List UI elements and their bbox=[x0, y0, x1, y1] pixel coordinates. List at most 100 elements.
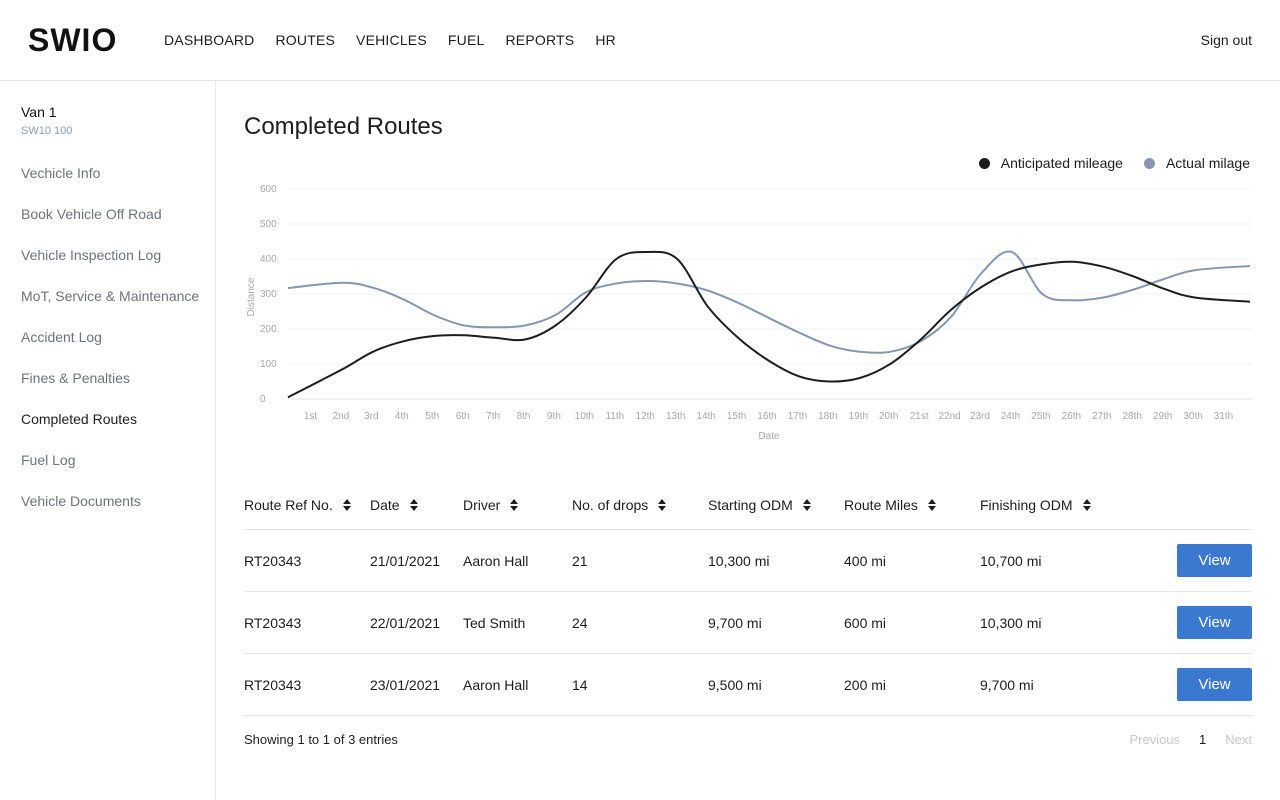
x-tick-label: 3rd bbox=[364, 411, 378, 422]
cell-route-miles: 600 mi bbox=[844, 615, 887, 631]
column-header-label: Route Miles bbox=[844, 497, 918, 513]
x-tick-label: 10th bbox=[575, 411, 594, 422]
view-button[interactable]: View bbox=[1177, 668, 1252, 701]
x-tick-label: 2nd bbox=[333, 411, 350, 422]
previous-page-button[interactable]: Previous bbox=[1129, 732, 1181, 747]
vehicle-registration: SW10 100 bbox=[21, 125, 73, 137]
cell-date: 21/01/2021 bbox=[370, 553, 441, 569]
logo[interactable]: SWIO bbox=[28, 22, 118, 58]
series-line-actual bbox=[287, 250, 1251, 354]
column-header-label: Date bbox=[370, 497, 400, 513]
x-tick-label: 19th bbox=[849, 411, 868, 422]
sort-icon[interactable] bbox=[927, 498, 936, 512]
column-header[interactable]: Route Ref No. bbox=[244, 496, 351, 514]
column-header[interactable]: Driver bbox=[463, 496, 519, 514]
x-tick-label: 21st bbox=[910, 411, 929, 422]
column-header[interactable]: Starting ODM bbox=[708, 496, 811, 514]
nav-routes[interactable]: ROUTES bbox=[275, 32, 336, 48]
x-tick-label: 5th bbox=[425, 411, 439, 422]
x-tick-label: 9th bbox=[547, 411, 561, 422]
row-divider bbox=[244, 529, 1252, 530]
next-page-button[interactable]: Next bbox=[1225, 732, 1252, 747]
sort-icon[interactable] bbox=[409, 498, 418, 512]
sort-icon[interactable] bbox=[342, 498, 351, 512]
y-tick-label: 500 bbox=[260, 219, 277, 230]
series-line-anticipated bbox=[287, 250, 1251, 399]
sidebar-item-accident-log[interactable]: Accident Log bbox=[21, 329, 102, 345]
row-divider bbox=[244, 715, 1252, 716]
cell-route-ref: RT20343 bbox=[244, 615, 302, 631]
cell-starting-odm: 9,700 mi bbox=[708, 615, 762, 631]
x-tick-label: 20th bbox=[879, 411, 898, 422]
x-tick-label: 6th bbox=[456, 411, 470, 422]
cell-starting-odm: 10,300 mi bbox=[708, 553, 770, 569]
sidebar-item-book-vehicle-off-road[interactable]: Book Vehicle Off Road bbox=[21, 206, 162, 222]
x-tick-label: 28th bbox=[1122, 411, 1141, 422]
column-header-label: No. of drops bbox=[572, 497, 649, 513]
column-header-label: Route Ref No. bbox=[244, 497, 333, 513]
pagination: Previous 1 Next bbox=[1129, 732, 1252, 748]
row-divider bbox=[244, 653, 1252, 654]
column-header[interactable]: No. of drops bbox=[572, 496, 667, 514]
cell-date: 23/01/2021 bbox=[370, 677, 441, 693]
y-tick-label: 300 bbox=[260, 289, 277, 300]
column-header[interactable]: Date bbox=[370, 496, 418, 514]
sort-icon[interactable] bbox=[1082, 498, 1091, 512]
view-button[interactable]: View bbox=[1177, 544, 1252, 577]
page-number-button[interactable]: 1 bbox=[1199, 732, 1207, 747]
column-header-label: Finishing ODM bbox=[980, 497, 1073, 513]
x-tick-label: 16th bbox=[757, 411, 776, 422]
x-tick-label: 14th bbox=[696, 411, 715, 422]
column-header[interactable]: Finishing ODM bbox=[980, 496, 1091, 514]
sort-icon[interactable] bbox=[658, 498, 667, 512]
y-tick-label: 0 bbox=[260, 394, 266, 405]
x-tick-label: 26th bbox=[1062, 411, 1081, 422]
x-tick-label: 15th bbox=[727, 411, 746, 422]
cell-driver: Aaron Hall bbox=[463, 553, 529, 569]
x-tick-label: 11th bbox=[605, 411, 624, 422]
cell-starting-odm: 9,500 mi bbox=[708, 677, 762, 693]
sidebar-item-vehicle-inspection-log[interactable]: Vehicle Inspection Log bbox=[21, 247, 162, 263]
x-tick-label: 4th bbox=[395, 411, 409, 422]
x-tick-label: 31th bbox=[1214, 411, 1233, 422]
cell-driver: Ted Smith bbox=[463, 615, 526, 631]
x-tick-label: 13th bbox=[666, 411, 685, 422]
sidebar: Van 1 SW10 100 Vechicle Info Book Vehicl… bbox=[0, 81, 216, 800]
x-tick-label: 18th bbox=[818, 411, 837, 422]
sort-icon[interactable] bbox=[510, 498, 519, 512]
sidebar-item-fuel-log[interactable]: Fuel Log bbox=[21, 452, 76, 468]
nav-hr[interactable]: HR bbox=[595, 32, 616, 48]
nav-dashboard[interactable]: DASHBOARD bbox=[164, 32, 255, 48]
view-button[interactable]: View bbox=[1177, 606, 1252, 639]
sign-out-link[interactable]: Sign out bbox=[1200, 32, 1252, 48]
cell-drops: 14 bbox=[572, 677, 588, 693]
x-tick-label: 22nd bbox=[938, 411, 960, 422]
nav-reports[interactable]: REPORTS bbox=[505, 32, 575, 48]
column-header[interactable]: Route Miles bbox=[844, 496, 936, 514]
sidebar-item-mot-service-maintenance[interactable]: MoT, Service & Maintenance bbox=[21, 288, 200, 304]
legend-dot bbox=[978, 157, 990, 169]
x-tick-label: 23rd bbox=[970, 411, 990, 422]
y-tick-label: 100 bbox=[260, 359, 277, 370]
y-tick-label: 400 bbox=[260, 254, 277, 265]
x-tick-label: 27th bbox=[1092, 411, 1111, 422]
x-tick-label: 29th bbox=[1153, 411, 1172, 422]
vehicle-name: Van 1 bbox=[21, 104, 57, 120]
x-tick-label: 1st bbox=[304, 411, 318, 422]
sidebar-item-fines-penalties[interactable]: Fines & Penalties bbox=[21, 370, 130, 386]
nav-vehicles[interactable]: VEHICLES bbox=[356, 32, 427, 48]
sidebar-item-completed-routes[interactable]: Completed Routes bbox=[21, 411, 137, 427]
x-tick-label: 17th bbox=[788, 411, 807, 422]
sidebar-item-vehicle-documents[interactable]: Vehicle Documents bbox=[21, 493, 141, 509]
sidebar-item-vehicle-info[interactable]: Vechicle Info bbox=[21, 165, 101, 181]
legend-item-anticipated: Anticipated mileage bbox=[978, 154, 1123, 172]
y-axis-label: Distance bbox=[246, 277, 257, 316]
row-divider bbox=[244, 591, 1252, 592]
legend-label: Anticipated mileage bbox=[1000, 155, 1123, 171]
cell-route-ref: RT20343 bbox=[244, 553, 302, 569]
cell-finishing-odm: 10,300 mi bbox=[980, 615, 1042, 631]
entries-info: Showing 1 to 1 of 3 entries bbox=[244, 732, 398, 747]
cell-finishing-odm: 9,700 mi bbox=[980, 677, 1034, 693]
sort-icon[interactable] bbox=[802, 498, 811, 512]
nav-fuel[interactable]: FUEL bbox=[447, 32, 485, 48]
